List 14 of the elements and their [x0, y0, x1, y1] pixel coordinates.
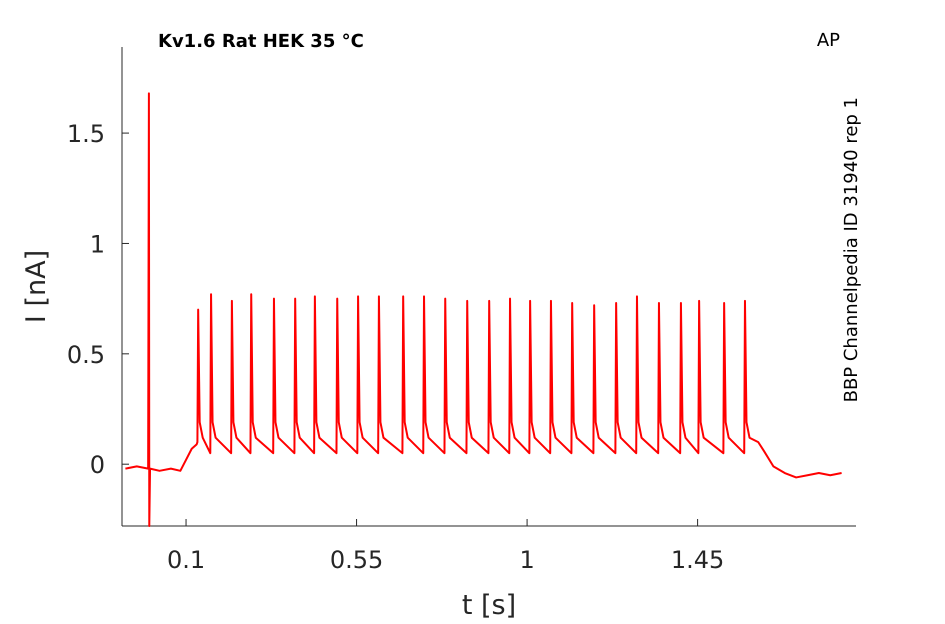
- y-tick-label: 1: [90, 230, 105, 258]
- x-tick-label: 0.55: [330, 546, 384, 574]
- x-tick-label: 0.1: [166, 546, 206, 574]
- y-tick-label: 0.5: [66, 340, 105, 369]
- annotation: BBP Channelpedia ID 31940 rep 1: [841, 97, 862, 402]
- x-tick-label: 1.45: [670, 546, 724, 574]
- annotation: AP: [816, 30, 840, 51]
- y-axis-title: I [nA]: [21, 250, 52, 324]
- y-tick-label: 1.5: [66, 120, 105, 148]
- chart-title: Kv1.6 Rat HEK 35 °C: [158, 31, 364, 52]
- x-axis-title: t [s]: [462, 590, 516, 621]
- y-tick-label: 0: [90, 451, 105, 480]
- line-series: [124, 92, 843, 527]
- x-tick-label: 1: [519, 546, 535, 574]
